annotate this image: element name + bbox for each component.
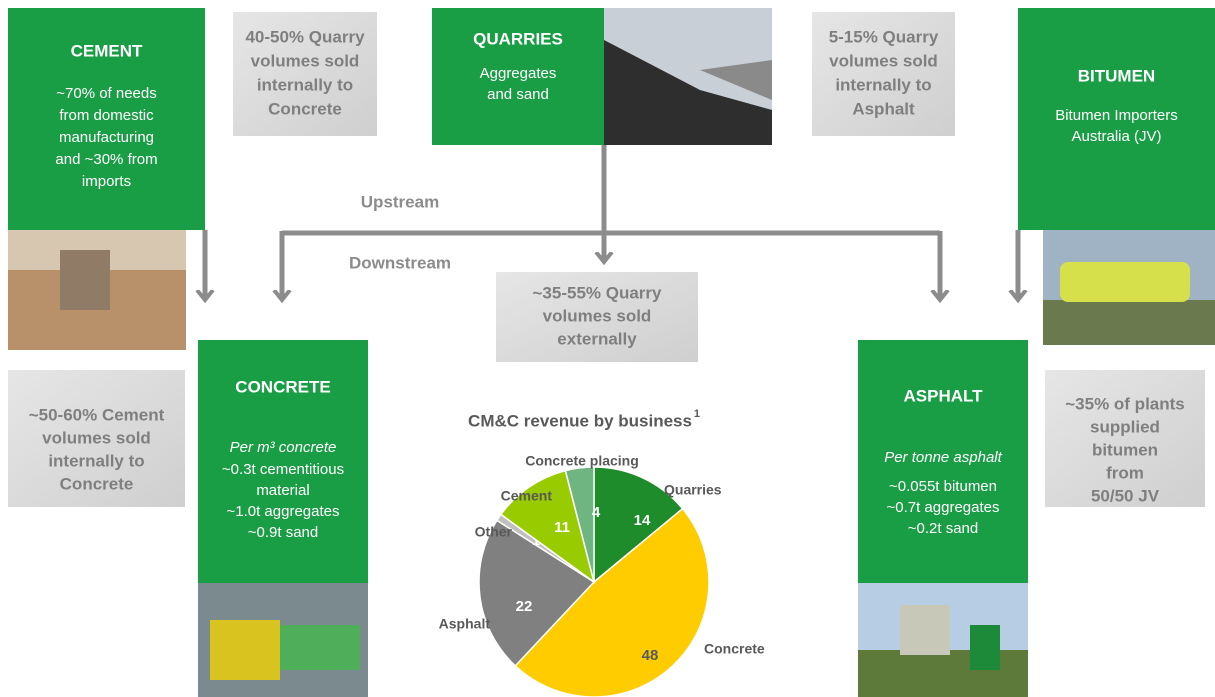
box-line: ~35-55% Quarry	[533, 283, 663, 302]
box	[8, 8, 205, 230]
box-line: ~35% of plants	[1065, 394, 1185, 413]
concrete-mixer	[280, 625, 360, 670]
pie-slice	[593, 466, 684, 584]
box-line: internally to	[835, 75, 931, 94]
box-title: ASPHALT	[903, 386, 983, 405]
box	[1045, 370, 1205, 507]
box-subtitle: Per tonne asphalt	[884, 449, 1002, 466]
box-line: ~0.9t sand	[248, 524, 318, 541]
box-line: and ~30% from	[55, 151, 157, 168]
box-line: Asphalt	[852, 99, 915, 118]
category-label: Cement	[501, 488, 553, 504]
quarry-stockpile	[604, 40, 772, 145]
box-line: ~1.0t aggregates	[226, 503, 339, 520]
box-line: ~70% of needs	[56, 85, 157, 102]
bitumen-road	[1043, 300, 1215, 345]
box	[496, 272, 698, 362]
value-label: 22	[516, 598, 533, 615]
box-line: internally to	[257, 75, 353, 94]
box-line: ~0.2t sand	[908, 520, 978, 537]
box	[812, 12, 955, 136]
chart-title: CM&C revenue by business	[468, 411, 692, 430]
box-line: imports	[82, 173, 131, 190]
box	[233, 12, 377, 136]
box	[8, 370, 185, 507]
value-label: 4	[592, 504, 601, 521]
category-label: Quarries	[664, 482, 722, 498]
box-line: from domestic	[59, 107, 154, 124]
box-subtitle: Per m³ concrete	[230, 439, 337, 456]
pie-slice	[499, 469, 596, 584]
box-line: ~0.3t cementitious	[222, 461, 344, 478]
photos	[8, 8, 1215, 697]
quarry-plant	[700, 60, 772, 100]
box-line: internally to	[48, 451, 144, 470]
box-line: externally	[557, 329, 637, 348]
category-label: Concrete placing	[525, 453, 639, 469]
box-line: ~0.055t bitumen	[889, 478, 997, 495]
category-label: Concrete	[704, 641, 765, 657]
box-line: volumes sold	[829, 51, 938, 70]
box-line: Aggregates	[480, 65, 557, 82]
box-title: CONCRETE	[235, 377, 330, 396]
concrete-truck	[210, 620, 280, 680]
box-line: Concrete	[60, 474, 134, 493]
asphalt-ground	[858, 650, 1028, 697]
upstream-label: Upstream	[361, 192, 439, 211]
box-line: Bitumen Importers	[1055, 107, 1178, 124]
box-line: Australia (JV)	[1071, 128, 1161, 145]
asphalt-plant	[900, 605, 950, 655]
box-line: and sand	[487, 86, 549, 103]
box-title: QUARRIES	[473, 29, 563, 48]
asphalt-sign	[970, 625, 1000, 670]
value-label: 48	[642, 647, 659, 664]
box-line: 5-15% Quarry	[829, 27, 939, 46]
category-label: Other	[475, 524, 513, 540]
box-line: volumes sold	[251, 51, 360, 70]
box-line: 40-50% Quarry	[245, 27, 365, 46]
box	[858, 340, 1028, 583]
value-label: 11	[554, 519, 570, 536]
box	[198, 340, 368, 583]
box	[432, 8, 604, 145]
box-line: bitumen	[1092, 440, 1158, 459]
box-title: CEMENT	[71, 41, 143, 60]
box-line: 50/50 JV	[1091, 486, 1160, 505]
cement-plant	[60, 250, 110, 310]
box-line: Concrete	[268, 99, 342, 118]
chart-title-note: 1	[694, 408, 700, 420]
box-line: ~0.7t aggregates	[886, 499, 999, 516]
box-title: BITUMEN	[1078, 66, 1155, 85]
downstream-label: Downstream	[349, 253, 451, 272]
value-label: 14	[634, 512, 651, 529]
arrows	[205, 145, 1018, 300]
bitumen-truck	[1060, 262, 1190, 302]
box-line: volumes sold	[543, 306, 652, 325]
box-line: supplied	[1090, 417, 1160, 436]
pie-slice	[514, 507, 710, 697]
category-label: Asphalt	[439, 616, 491, 632]
box-line: manufacturing	[59, 129, 154, 146]
pie-slice	[478, 519, 596, 667]
box-line: material	[256, 482, 309, 499]
box-line: ~50-60% Cement	[29, 405, 165, 424]
box	[1018, 8, 1215, 230]
box-line: from	[1106, 463, 1144, 482]
box-line: volumes sold	[42, 428, 151, 447]
pie-slice	[564, 466, 595, 583]
